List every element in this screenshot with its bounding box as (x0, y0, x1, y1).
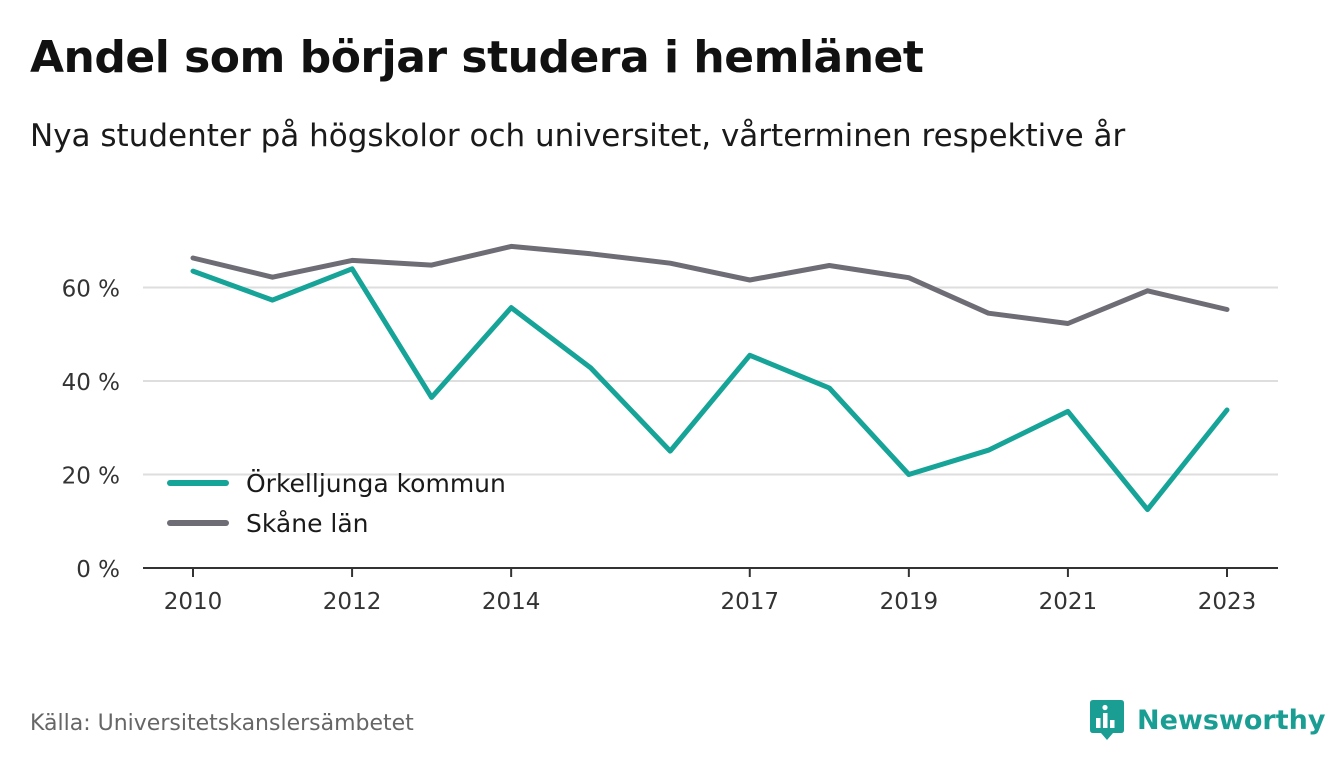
x-tick-label-2021: 2021 (1039, 589, 1098, 615)
newsworthy-brand[interactable]: Newsworthy (1089, 699, 1325, 741)
legend-label-örkelljunga-kommun: Örkelljunga kommun (246, 469, 506, 498)
x-tick-label-2017: 2017 (720, 589, 779, 615)
chart-subtitle: Nya studenter på högskolor och universit… (30, 118, 1126, 154)
line-chart: 0 % 20 % 40 % 60 % 2010 2012 2014 2017 2019 2021… (62, 243, 1278, 615)
newsworthy-logo-icon (1090, 700, 1124, 740)
x-axis: 2010 2012 2014 2017 2019 2021 2023 (143, 567, 1278, 615)
y-tick-label-40: 40 % (62, 370, 120, 396)
series-line-örkelljunga-kommun (190, 266, 1230, 513)
y-tick-label-0: 0 % (76, 557, 120, 583)
legend: Örkelljunga kommun Skåne län (167, 469, 506, 538)
chart-title: Andel som börjar studera i hemlänet (30, 32, 924, 83)
y-tick-label-20: 20 % (62, 464, 120, 490)
x-tick-label-2023: 2023 (1198, 589, 1257, 615)
legend-label-skåne-län: Skåne län (246, 509, 369, 538)
x-tick-label-2010: 2010 (164, 589, 223, 615)
x-tick-label-2014: 2014 (482, 589, 541, 615)
source-note: Källa: Universitetskanslersämbetet (30, 711, 414, 736)
brand-name: Newsworthy (1137, 704, 1326, 736)
x-tick-label-2012: 2012 (323, 589, 382, 615)
x-tick-label-2019: 2019 (880, 589, 939, 615)
series-lines (190, 243, 1230, 513)
gridlines (143, 286, 1278, 476)
series-line-skåne-län (190, 243, 1230, 326)
y-tick-label-60: 60 % (62, 277, 120, 303)
y-axis-tick-labels: 0 % 20 % 40 % 60 % (62, 277, 120, 584)
